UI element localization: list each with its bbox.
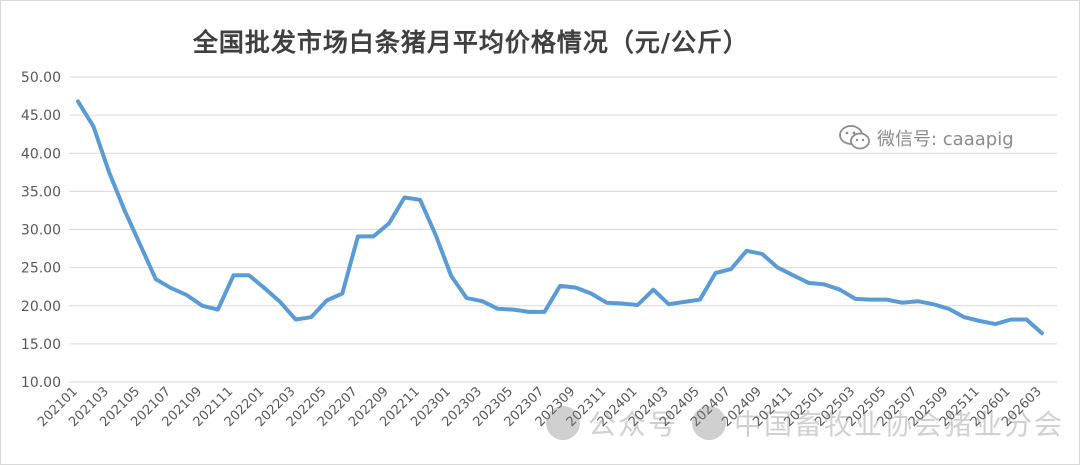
data-point	[822, 282, 826, 286]
data-point	[325, 298, 329, 302]
data-point	[511, 308, 515, 312]
data-point	[993, 322, 997, 326]
data-point	[247, 273, 251, 277]
data-point	[651, 288, 655, 292]
data-point	[1009, 317, 1013, 321]
data-point	[869, 298, 873, 302]
data-point	[340, 292, 344, 296]
y-tick-label: 45.00	[21, 108, 61, 124]
data-point	[885, 298, 889, 302]
data-point	[1024, 317, 1028, 321]
data-point	[542, 310, 546, 314]
data-point	[620, 301, 624, 305]
data-point	[713, 271, 717, 275]
data-point	[449, 274, 453, 278]
wechat-icon	[839, 125, 870, 150]
y-tick-label: 15.00	[21, 337, 61, 353]
data-point	[356, 234, 360, 238]
y-tick-label: 35.00	[21, 184, 61, 200]
data-point	[760, 252, 764, 256]
data-point	[527, 310, 531, 314]
data-point	[667, 302, 671, 306]
y-tick-label: 30.00	[21, 223, 61, 239]
data-point	[278, 300, 282, 304]
y-tick-label: 10.00	[21, 375, 61, 391]
data-point	[776, 266, 780, 270]
data-point	[962, 315, 966, 319]
data-point	[371, 234, 375, 238]
data-point	[138, 243, 142, 247]
data-point	[1040, 331, 1044, 335]
data-point	[154, 277, 158, 281]
x-axis-ticks: 2021012021032021052021072021092021112022…	[35, 384, 1045, 430]
data-point	[574, 285, 578, 289]
wechat-id-text: 微信号: caaapig	[877, 129, 1014, 150]
data-point	[807, 281, 811, 285]
data-point	[294, 317, 298, 321]
y-tick-label: 50.00	[21, 70, 61, 86]
data-point	[698, 298, 702, 302]
data-point	[853, 297, 857, 301]
data-point	[916, 299, 920, 303]
data-point	[465, 296, 469, 300]
data-point	[92, 125, 96, 129]
data-point	[496, 307, 500, 311]
data-point	[589, 292, 593, 296]
data-point	[76, 99, 80, 103]
data-point	[169, 286, 173, 290]
data-point	[978, 319, 982, 323]
data-point	[403, 195, 407, 199]
data-point	[418, 198, 422, 202]
data-point	[900, 301, 904, 305]
data-point	[605, 301, 609, 305]
data-point	[947, 307, 951, 311]
y-tick-label: 40.00	[21, 146, 61, 162]
data-point	[309, 315, 313, 319]
data-point	[200, 304, 204, 308]
y-axis-ticks: 10.00 15.00 20.00 25.00 30.00 35.00 40.00 45.00…	[21, 70, 61, 391]
data-point	[931, 302, 935, 306]
data-point	[791, 273, 795, 277]
wechat-watermark: 微信号: caaapig	[839, 125, 1014, 151]
data-point	[729, 267, 733, 271]
data-point	[745, 249, 749, 253]
data-point	[838, 288, 842, 292]
data-point	[216, 308, 220, 312]
chart-title: 全国批发市场白条猪月平均价格情况（元/公斤）	[192, 28, 750, 57]
data-point	[263, 286, 267, 290]
gridlines	[69, 76, 1057, 383]
data-point	[480, 299, 484, 303]
data-point	[434, 233, 438, 237]
data-point	[185, 293, 189, 297]
data-point	[123, 208, 127, 212]
data-point	[107, 170, 111, 174]
data-point	[558, 284, 562, 288]
y-tick-label: 25.00	[21, 261, 61, 277]
data-point	[231, 273, 235, 277]
data-point	[682, 300, 686, 304]
data-point	[387, 221, 391, 225]
y-tick-label: 20.00	[21, 299, 61, 315]
data-point	[636, 303, 640, 307]
series-layer	[76, 99, 1044, 336]
